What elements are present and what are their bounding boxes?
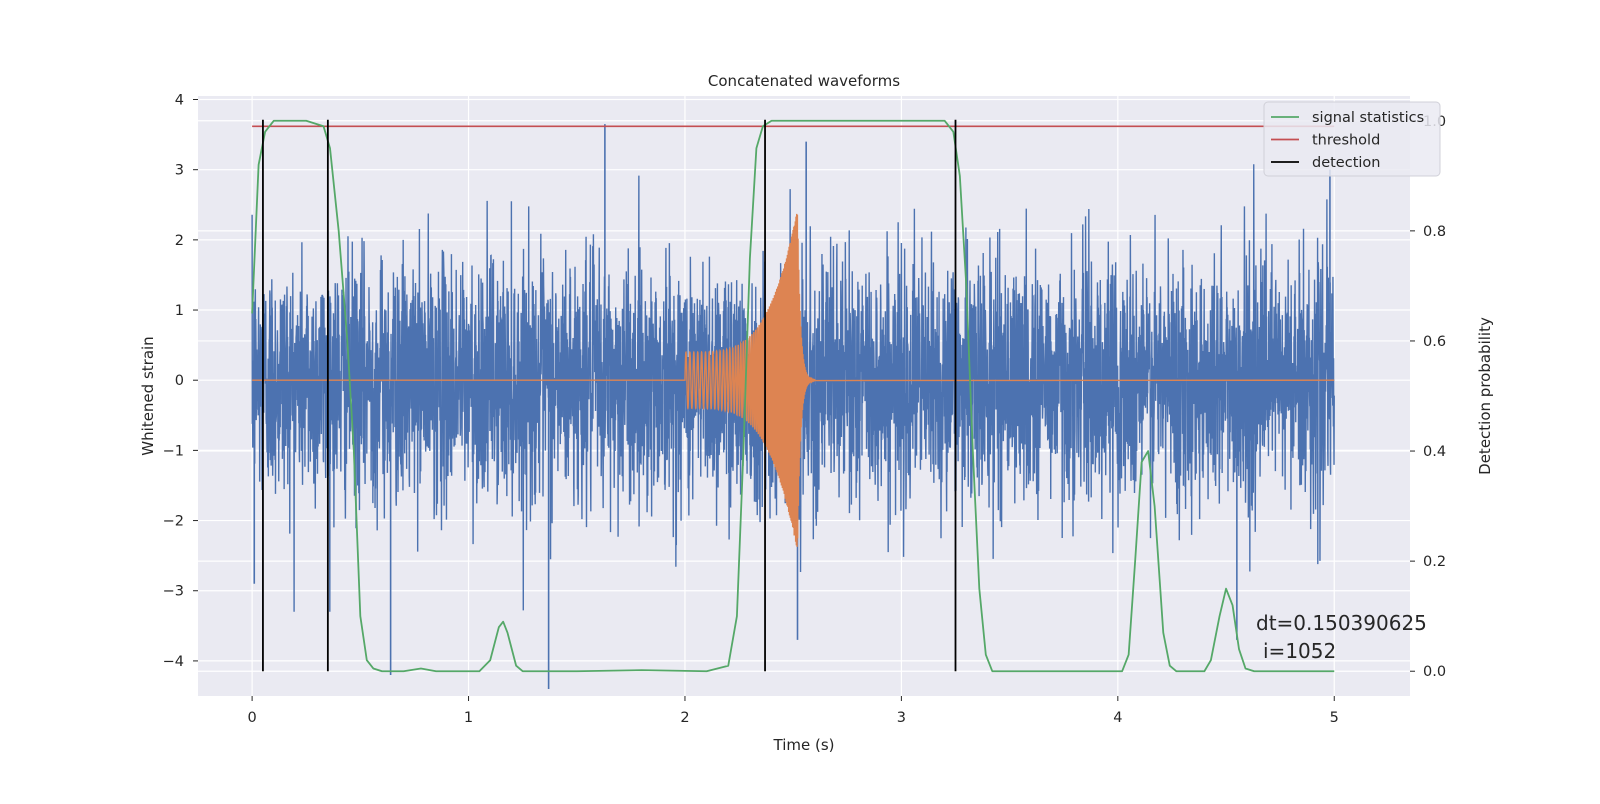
template-series-line <box>252 213 1335 547</box>
y-tick-label: −2 <box>163 514 184 530</box>
legend-entry-threshold: threshold <box>1312 133 1380 149</box>
legend-entry-detection: detection <box>1312 155 1380 171</box>
y-tick-label: 4 <box>175 93 184 109</box>
x-axis-label: Time (s) <box>773 736 835 754</box>
x-tick-label: 3 <box>897 710 906 726</box>
y-tick-label: 0 <box>175 373 184 389</box>
x-tick-label: 0 <box>247 710 256 726</box>
y-tick-label: 2 <box>175 233 184 249</box>
y-tick-label: −1 <box>163 443 184 459</box>
chart-title: Concatenated waveforms <box>708 72 900 90</box>
y-right-tick-label: 0.0 <box>1423 664 1446 680</box>
annotation-i: i=1052 <box>1263 639 1336 663</box>
y-tick-label: −4 <box>163 654 184 670</box>
annotation-dt: dt=0.150390625 <box>1256 611 1427 635</box>
y-right-tick-label: 0.2 <box>1423 554 1446 570</box>
legend-box <box>1263 101 1441 177</box>
legend: signal statistics threshold detection <box>1263 101 1441 177</box>
y-tick-label: 1 <box>175 303 184 319</box>
y-axis-right-label: Detection probability <box>1476 317 1494 475</box>
legend-entry-signal-statistics: signal statistics <box>1312 110 1424 126</box>
x-tick-label: 4 <box>1113 710 1122 726</box>
y-axis-label: Whitened strain <box>139 336 157 455</box>
signal-statistics-line <box>251 119 1335 673</box>
y-tick-label: −3 <box>163 584 184 600</box>
y-right-tick-label: 0.4 <box>1423 444 1446 460</box>
y-tick-label: 3 <box>175 163 184 179</box>
data-layer <box>251 119 1335 689</box>
x-tick-label: 5 <box>1330 710 1339 726</box>
x-tick-label: 1 <box>464 710 473 726</box>
y-right-tick-label: 0.6 <box>1423 334 1446 350</box>
x-tick-label: 2 <box>680 710 689 726</box>
y-right-tick-label: 0.8 <box>1423 224 1446 240</box>
